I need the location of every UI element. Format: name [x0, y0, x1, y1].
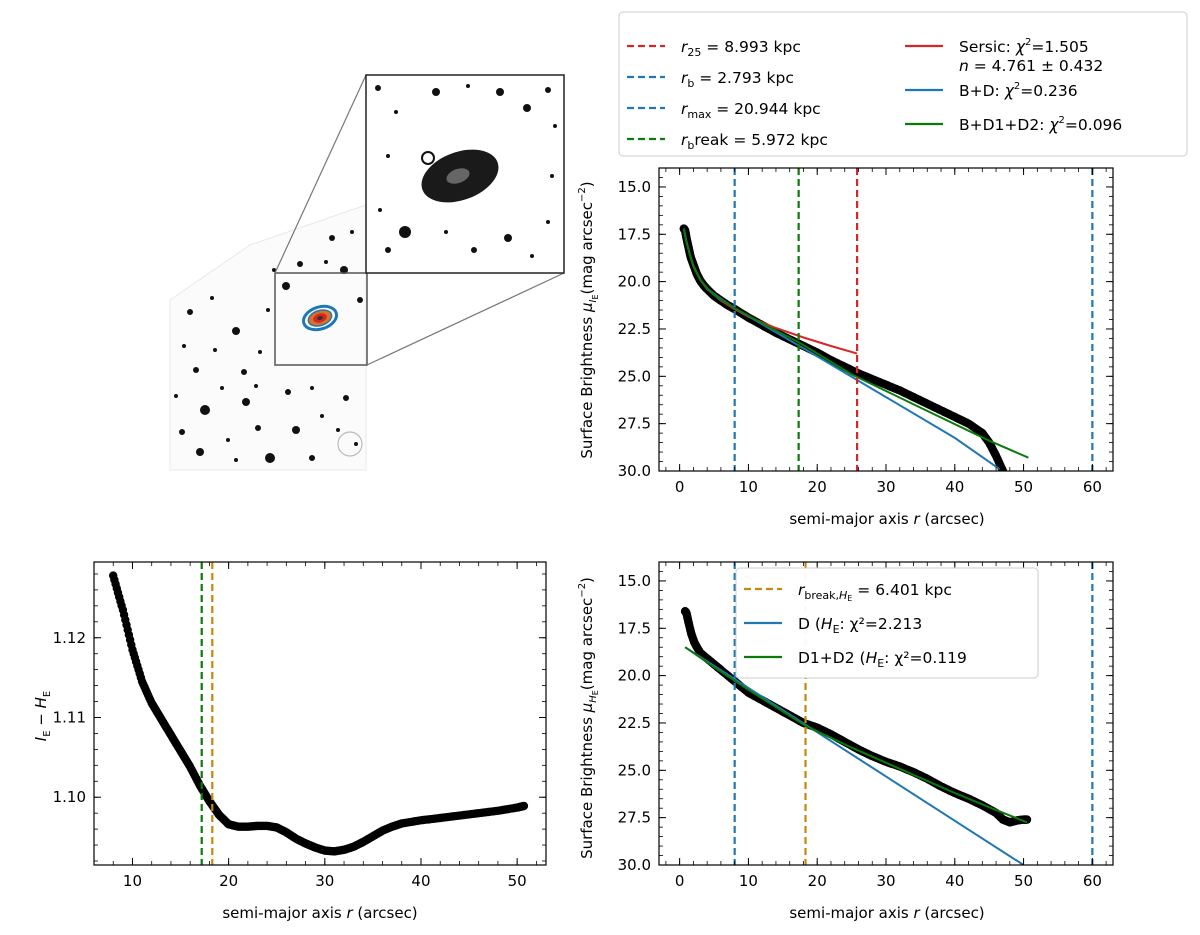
bottom-right-xlabel: semi-major axis r (arcsec) [789, 904, 984, 922]
legend-bottom-entry-0-label: rbreak,HE = 6.401 kpc [798, 581, 952, 603]
top-right-xtick-label: 20 [808, 478, 827, 496]
bottom-right-xtick-label: 0 [675, 872, 685, 890]
bottom-right-series-green-line [684, 646, 1028, 824]
top-right-xtick-label: 50 [1014, 478, 1033, 496]
top-right-xtick-label: 30 [876, 478, 895, 496]
top-right-frame [658, 167, 1114, 472]
zoom-connector-left [274, 74, 367, 274]
top-right-ytick-label: 27.5 [618, 415, 651, 433]
top-right-xtick-label: 60 [1083, 478, 1102, 496]
top-right-ytick-label: 17.5 [618, 225, 651, 243]
bottom-right-ytick-label: 30.0 [618, 856, 651, 874]
bottom-left-series-points [109, 571, 529, 856]
field-stars [174, 230, 363, 463]
bottom-left-xtick-label: 30 [315, 872, 334, 890]
top-right-ytick-label: 20.0 [618, 273, 651, 291]
top-right-xtick-label: 0 [675, 478, 685, 496]
top-right-data-point [998, 466, 1008, 471]
legend-bottom-entry-2-label: D1+D2 (HE: χ²=0.119 [798, 649, 967, 670]
circular-artifact [337, 431, 363, 457]
bottom-left-ylabel: IE − HE [32, 691, 53, 741]
bottom-right-xtick-label: 60 [1083, 872, 1102, 890]
bottom-right-xtick-label: 30 [876, 872, 895, 890]
bottom-right-xtick-label: 50 [1014, 872, 1033, 890]
top-right-series-green-line [682, 228, 1029, 459]
zoom-connector-right [366, 272, 565, 366]
bottom-right-ytick-label: 22.5 [618, 714, 651, 732]
zoom-inset-bright-star [421, 151, 435, 165]
bottom-right-xtick-label: 10 [739, 872, 758, 890]
bottom-left-frame [93, 561, 547, 866]
bottom-left-xtick-label: 20 [219, 872, 238, 890]
bottom-right-ytick-label: 25.0 [618, 761, 651, 779]
bottom-left-data-point [519, 801, 529, 811]
legend-top-left-entry-0-label: r25 = 8.993 kpc [681, 38, 801, 59]
legend-top-right-entry-2-label: B+D1+D2: χ2=0.096 [959, 115, 1122, 134]
legend-top-left-entry-2-label: rmax = 20.944 kpc [681, 100, 821, 121]
zoom-inset-galaxy-core [446, 168, 470, 184]
survey-field [169, 204, 367, 471]
galaxy-target-contours [301, 304, 339, 332]
zoom-region-box [274, 272, 368, 366]
top-right-ytick-label: 22.5 [618, 320, 651, 338]
legend-top-left-entry-1-label: rb = 2.793 kpc [681, 69, 794, 90]
bottom-right-ytick-label: 27.5 [618, 809, 651, 827]
top-right-ytick-label: 15.0 [618, 178, 651, 196]
galaxy-image-panel [169, 74, 565, 471]
legend-top-right-entry-1-label: B+D: χ2=0.236 [959, 81, 1078, 100]
legend-top: r25 = 8.993 kpc rb = 2.793 kpc rmax = 20.9… [618, 11, 1188, 157]
legend-top-right-entry-0-label: Sersic: χ2=1.505 [959, 37, 1089, 56]
top-right-ylabel: Surface Brightness μIE(mag arcsec−2) [577, 181, 600, 458]
panel-color-profile: 10 20 30 40 50 1.10 1.11 1.12 [53, 561, 547, 890]
bottom-right-xtick-label: 20 [808, 872, 827, 890]
bottom-right-xtick-label: 40 [945, 872, 964, 890]
legend-bottom-right: rbreak,HE = 6.401 kpc D (HE: χ²=2.213 D1+D… [735, 567, 1039, 679]
legend-top-left: r25 = 8.993 kpc rb = 2.793 kpc rmax = 20.9… [627, 38, 828, 152]
bottom-right-data-point [1022, 815, 1032, 824]
top-right-xlabel: semi-major axis r (arcsec) [789, 510, 984, 528]
top-right-ytick-label: 25.0 [618, 367, 651, 385]
bottom-left-ytick-label: 1.10 [53, 788, 86, 806]
top-right-xtick-label: 40 [945, 478, 964, 496]
top-right-ytick-label: 30.0 [618, 462, 651, 480]
legend-top-right-entry-0-label2: n = 4.761 ± 0.432 [959, 57, 1103, 75]
top-right-xtick-label: 10 [739, 478, 758, 496]
bottom-right-ylabel: Surface Brightness μHE(mag arcsec−2) [577, 577, 600, 859]
bottom-left-xtick-label: 50 [508, 872, 527, 890]
bottom-right-series-blue-line [684, 646, 1025, 865]
bottom-left-ytick-label: 1.12 [53, 629, 86, 647]
bottom-left-xtick-label: 10 [123, 872, 142, 890]
bottom-left-xtick-label: 40 [411, 872, 430, 890]
bottom-right-ytick-label: 20.0 [618, 667, 651, 685]
bottom-left-ytick-label: 1.11 [53, 708, 86, 726]
legend-bottom-entry-1-label: D (HE: χ²=2.213 [798, 615, 922, 636]
top-right-plot-area [679, 168, 1094, 471]
bottom-right-ytick-label: 15.0 [618, 572, 651, 590]
legend-top-left-entry-3-label: rbreak = 5.972 kpc [681, 131, 828, 152]
bottom-left-xlabel: semi-major axis r (arcsec) [222, 904, 417, 922]
zoom-inset-stars [375, 84, 557, 258]
bottom-left-plot-area [109, 562, 529, 865]
bottom-right-ytick-label: 17.5 [618, 619, 651, 637]
panel-surface-brightness-IE: 0 10 20 30 40 50 60 15.0 17.5 20.0 22.5 25.0 27.5 30.… [618, 167, 1114, 496]
